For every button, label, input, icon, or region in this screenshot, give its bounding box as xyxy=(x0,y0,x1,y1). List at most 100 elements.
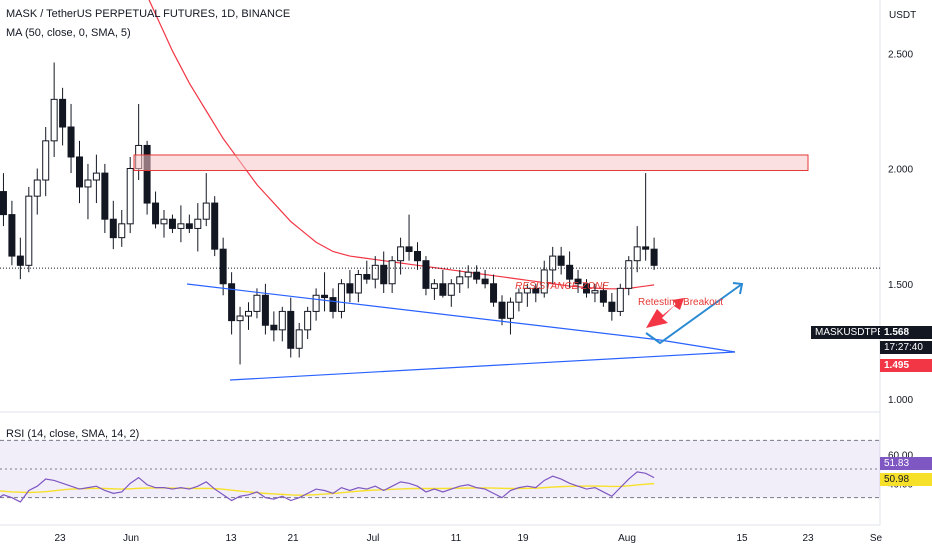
lower-trendline xyxy=(229,351,736,381)
candle-body xyxy=(515,292,523,303)
projection-arrowhead xyxy=(732,282,744,295)
candle-body xyxy=(253,294,261,312)
time-tick-label: Jul xyxy=(367,533,380,544)
candle-body xyxy=(202,202,210,220)
candle-body xyxy=(84,179,92,188)
candle-body xyxy=(557,255,565,266)
resistance-zone-label: RESISTANCE ZONE xyxy=(515,281,609,292)
candle-body xyxy=(109,218,117,239)
time-tick-label: Aug xyxy=(618,533,636,544)
candle-body xyxy=(490,283,498,303)
candle-body xyxy=(168,218,176,229)
candle-body xyxy=(278,310,286,331)
countdown-tag: 17:27:40 xyxy=(880,341,932,354)
candle-body xyxy=(506,301,514,319)
candle-body xyxy=(574,278,582,285)
candle-body xyxy=(92,172,100,181)
candle-body xyxy=(481,278,489,285)
candle-body xyxy=(608,301,616,312)
candle-body xyxy=(295,329,303,349)
rsi-pane: 60.0040.00 xyxy=(0,439,913,503)
candle-body xyxy=(439,283,447,296)
candle-body xyxy=(650,248,658,266)
candle-body xyxy=(591,290,599,294)
time-tick-label: 19 xyxy=(517,533,529,544)
candle-body xyxy=(616,287,624,312)
candle-body xyxy=(642,246,650,250)
candle-body xyxy=(430,283,438,289)
rsi-label[interactable]: RSI (14, close, SMA, 14, 2) xyxy=(6,428,140,440)
candle-body xyxy=(118,223,126,239)
indicator-label[interactable]: MA (50, close, 0, SMA, 5) xyxy=(6,27,131,39)
candle-body xyxy=(422,260,430,289)
candle-body xyxy=(245,310,252,317)
candle-body xyxy=(42,140,50,181)
candle-body xyxy=(59,98,67,128)
candle-body xyxy=(397,246,405,262)
time-tick-label: 23 xyxy=(802,533,814,544)
candle-body xyxy=(599,290,607,303)
candle-body xyxy=(464,271,472,278)
candle-body xyxy=(228,283,236,322)
candle-body xyxy=(523,287,531,294)
chart-title: MASK / TetherUS PERPETUAL FUTURES, 1D, B… xyxy=(6,8,291,20)
candle-body xyxy=(540,269,548,294)
candle-body xyxy=(16,255,24,266)
candle-body xyxy=(25,195,33,266)
candle-body xyxy=(8,214,16,257)
candle-body xyxy=(160,218,168,225)
rsi-sma-line xyxy=(0,482,655,496)
rsi-line xyxy=(0,471,655,503)
resistance-zone xyxy=(133,154,809,172)
candle-body xyxy=(236,315,244,322)
symbol-tag: MASKUSDTPERP xyxy=(811,326,902,339)
candle-body xyxy=(67,126,75,158)
candle-body xyxy=(405,246,413,252)
candle-body xyxy=(371,264,379,280)
candle-body xyxy=(566,264,574,280)
retest-arrow xyxy=(646,298,684,328)
candle-body xyxy=(312,294,320,312)
time-tick-label: 21 xyxy=(287,533,299,544)
rsi-sma-value-tag: 50.98 xyxy=(880,473,932,486)
grid-lines xyxy=(0,0,881,526)
candle-body xyxy=(143,144,151,204)
candle-body xyxy=(101,172,109,220)
retest-label: Retesting Breakout xyxy=(638,297,723,308)
time-tick-label: Jun xyxy=(123,533,139,544)
candle-body xyxy=(456,276,464,285)
candle-body xyxy=(50,98,58,142)
candle-body xyxy=(549,255,557,271)
drawings-layer[interactable]: RESISTANCE ZONE Retesting Breakout xyxy=(0,154,880,381)
time-tick-label: 11 xyxy=(451,533,462,544)
candle-body xyxy=(447,283,455,296)
candle-body xyxy=(346,283,354,294)
candle-body xyxy=(211,202,219,250)
candle-body xyxy=(633,246,641,262)
candle-body xyxy=(498,301,506,319)
candle-body xyxy=(287,310,295,349)
candle-body xyxy=(194,218,202,229)
candle-body xyxy=(414,250,421,262)
candle-body xyxy=(329,297,337,312)
candle-body xyxy=(152,202,160,225)
price-tick-label: 2.000 xyxy=(888,165,913,176)
candle-body xyxy=(532,287,540,294)
candle-body xyxy=(363,274,371,280)
candle-body xyxy=(321,294,329,299)
candle-body xyxy=(0,191,7,216)
time-tick-label: 13 xyxy=(225,533,237,544)
time-tick-label: 15 xyxy=(736,533,748,544)
candle-body xyxy=(76,156,83,188)
ma-line xyxy=(148,0,655,290)
triangle-apex-line xyxy=(659,339,736,353)
candle-body xyxy=(473,271,481,280)
rsi-tick-label: 60.00 xyxy=(888,451,913,462)
price-tick-label: 2.500 xyxy=(888,49,913,60)
time-axis: 23 Jun 13 21 Jul 11 19 Aug 15 23 Se xyxy=(54,533,882,544)
projection-path xyxy=(645,283,743,345)
upper-trendline xyxy=(186,283,661,341)
last-price-tag: 1.568 xyxy=(880,326,932,339)
